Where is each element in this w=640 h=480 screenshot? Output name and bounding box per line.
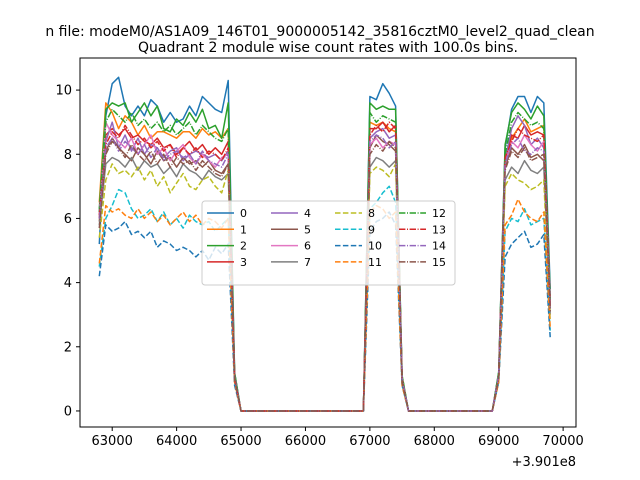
- x-axis-ticks: 63000 64000 65000 66000 67000 68000 69000 70000: [92, 427, 584, 449]
- legend-label-14: 14: [432, 240, 446, 253]
- y-tick-label-4: 8: [64, 148, 72, 163]
- y-tick-label-3: 6: [64, 212, 72, 227]
- series-line-15: [98, 140, 551, 412]
- legend-label-4: 4: [304, 207, 311, 220]
- legend-label-13: 13: [432, 223, 446, 236]
- y-tick-label-1: 2: [64, 340, 72, 355]
- series-layer: [98, 76, 551, 412]
- legend-label-1: 1: [240, 223, 247, 236]
- legend-label-12: 12: [432, 207, 446, 220]
- x-tick-label-4: 67000: [349, 434, 390, 449]
- legend-label-3: 3: [240, 256, 247, 269]
- legend-label-15: 15: [432, 256, 446, 269]
- x-tick-label-2: 65000: [220, 434, 261, 449]
- legend-label-7: 7: [304, 256, 311, 269]
- x-tick-label-6: 69000: [478, 434, 519, 449]
- legend-label-8: 8: [368, 207, 375, 220]
- axes-frame: [79, 57, 577, 428]
- legend-label-2: 2: [240, 240, 247, 253]
- x-tick-label-0: 63000: [92, 434, 133, 449]
- legend-label-11: 11: [368, 256, 382, 269]
- chart-title: Quadrant 2 module wise count rates with …: [138, 40, 518, 56]
- x-tick-label-1: 64000: [156, 434, 197, 449]
- chart-suptitle: n file: modeM0/AS1A09_146T01_9000005142_…: [45, 24, 594, 40]
- legend-label-6: 6: [304, 240, 311, 253]
- x-tick-label-7: 70000: [542, 434, 583, 449]
- legend-label-10: 10: [368, 240, 382, 253]
- legend-label-0: 0: [240, 207, 247, 220]
- x-tick-label-3: 66000: [285, 434, 326, 449]
- y-tick-label-5: 10: [55, 84, 72, 99]
- x-tick-label-5: 68000: [414, 434, 455, 449]
- legend-label-9: 9: [368, 223, 375, 236]
- x-offset-label: +3.901e8: [512, 455, 576, 470]
- legend-label-5: 5: [304, 223, 311, 236]
- y-tick-label-2: 4: [64, 276, 72, 291]
- y-tick-label-0: 0: [64, 404, 72, 419]
- legend-box: [201, 200, 456, 286]
- y-axis-ticks: 0 2 4 6 8 10: [55, 84, 80, 419]
